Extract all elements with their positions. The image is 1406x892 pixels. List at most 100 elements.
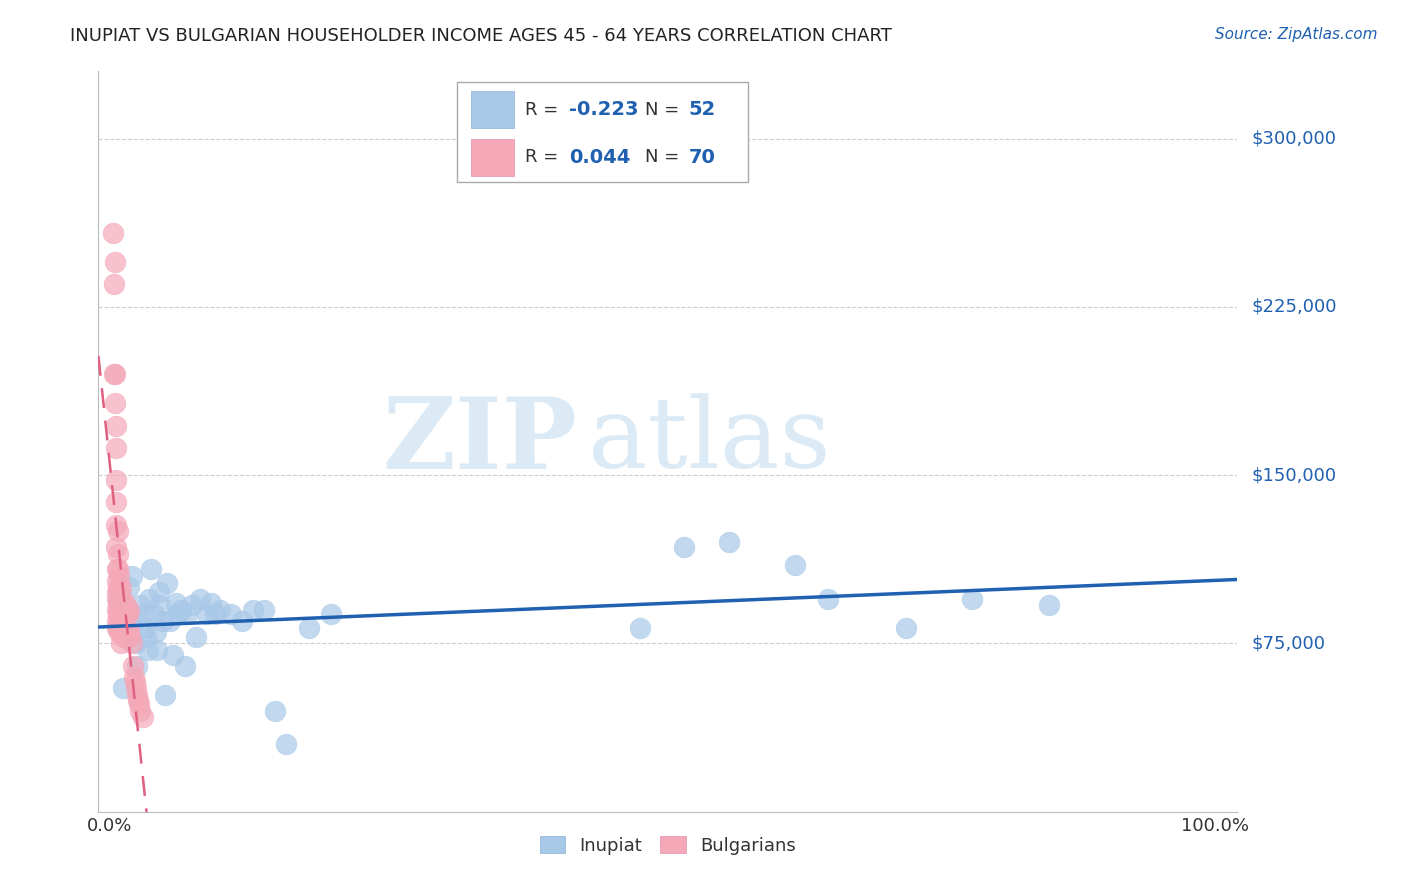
Point — [103, 368, 125, 382]
Point — [111, 681, 134, 696]
Point — [107, 591, 129, 606]
Point — [107, 547, 129, 561]
Text: 52: 52 — [689, 101, 716, 120]
Point — [112, 625, 135, 640]
Point — [121, 636, 143, 650]
Text: INUPIAT VS BULGARIAN HOUSEHOLDER INCOME AGES 45 - 64 YEARS CORRELATION CHART: INUPIAT VS BULGARIAN HOUSEHOLDER INCOME … — [70, 27, 893, 45]
Point — [152, 614, 174, 628]
Point — [297, 621, 319, 635]
Text: Source: ZipAtlas.com: Source: ZipAtlas.com — [1215, 27, 1378, 42]
Point — [159, 614, 181, 628]
Point — [105, 614, 128, 628]
Point — [104, 396, 127, 410]
Point — [127, 688, 149, 702]
Point — [107, 580, 129, 594]
Point — [117, 607, 139, 622]
Point — [148, 585, 170, 599]
Point — [673, 540, 696, 554]
Point — [111, 607, 134, 622]
Point — [717, 535, 740, 549]
Point — [105, 621, 128, 635]
Point — [124, 674, 146, 689]
Point — [122, 614, 145, 628]
Point — [136, 643, 159, 657]
Point — [184, 630, 207, 644]
Point — [264, 704, 287, 718]
Point — [115, 599, 138, 613]
Text: N =: N = — [645, 148, 685, 167]
Point — [108, 625, 131, 640]
Point — [107, 621, 129, 635]
Point — [170, 603, 193, 617]
Point — [105, 540, 128, 554]
Text: ZIP: ZIP — [382, 393, 576, 490]
Point — [110, 625, 132, 640]
Point — [108, 585, 131, 599]
Point — [107, 562, 129, 576]
Point — [104, 368, 127, 382]
Point — [138, 591, 160, 606]
Point — [162, 648, 184, 662]
Point — [783, 558, 806, 572]
Point — [108, 599, 131, 613]
Point — [204, 607, 226, 622]
Point — [121, 659, 143, 673]
Point — [135, 630, 157, 644]
Point — [110, 636, 132, 650]
Point — [105, 574, 128, 588]
Text: -0.223: -0.223 — [569, 101, 638, 120]
Point — [219, 607, 242, 622]
Point — [121, 569, 143, 583]
Point — [115, 607, 138, 622]
Point — [134, 621, 156, 635]
FancyBboxPatch shape — [471, 139, 515, 176]
Point — [108, 569, 131, 583]
Point — [118, 603, 141, 617]
FancyBboxPatch shape — [471, 92, 515, 128]
Point — [107, 607, 129, 622]
Point — [112, 614, 135, 628]
Point — [105, 418, 128, 433]
Text: R =: R = — [526, 101, 564, 119]
Point — [103, 277, 125, 292]
Point — [153, 688, 176, 702]
Text: 70: 70 — [689, 148, 716, 167]
Point — [107, 599, 129, 613]
Point — [107, 524, 129, 539]
Text: N =: N = — [645, 101, 685, 119]
Point — [111, 630, 134, 644]
Point — [209, 603, 232, 617]
Point — [105, 562, 128, 576]
Point — [114, 607, 136, 622]
Point — [960, 591, 983, 606]
Text: $225,000: $225,000 — [1251, 298, 1337, 316]
Point — [114, 621, 136, 635]
Point — [108, 607, 131, 622]
Point — [111, 599, 134, 613]
Point — [242, 603, 264, 617]
Point — [110, 591, 132, 606]
Point — [115, 630, 138, 644]
Point — [176, 607, 198, 622]
Point — [105, 591, 128, 606]
Point — [628, 621, 651, 635]
Point — [105, 442, 128, 456]
Point — [145, 625, 167, 640]
Point — [122, 670, 145, 684]
Point — [894, 621, 917, 635]
Point — [111, 621, 134, 635]
Text: $75,000: $75,000 — [1251, 634, 1326, 652]
Point — [181, 599, 204, 613]
Point — [118, 580, 141, 594]
Point — [115, 621, 138, 635]
Point — [105, 585, 128, 599]
Point — [131, 607, 153, 622]
Point — [1038, 599, 1060, 613]
Point — [129, 599, 152, 613]
Point — [173, 659, 195, 673]
Point — [128, 697, 150, 711]
Point — [276, 738, 298, 752]
Point — [105, 473, 128, 487]
Point — [120, 630, 142, 644]
Text: 0.044: 0.044 — [569, 148, 630, 167]
